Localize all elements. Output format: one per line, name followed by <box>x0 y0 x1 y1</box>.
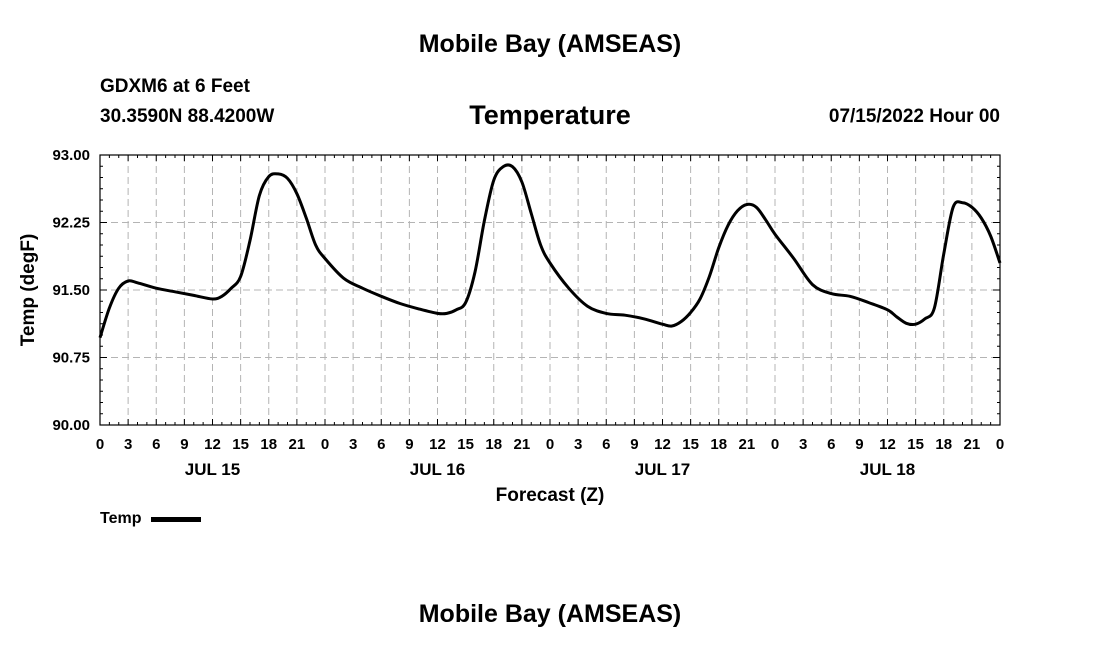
day-label: JUL 16 <box>410 460 465 479</box>
x-tick-label: 18 <box>935 436 952 453</box>
y-tick-label: 93.00 <box>52 147 90 164</box>
x-tick-label: 12 <box>879 436 896 453</box>
x-tick-label: 0 <box>321 436 329 453</box>
forecast-run-time: 07/15/2022 Hour 00 <box>828 106 1000 127</box>
x-tick-label: 12 <box>429 436 446 453</box>
legend-label: Temp <box>100 510 142 527</box>
x-tick-label: 3 <box>574 436 582 453</box>
x-tick-label: 18 <box>710 436 727 453</box>
x-tick-label: 3 <box>349 436 357 453</box>
chart-title: Temperature <box>469 100 631 130</box>
day-label: JUL 18 <box>860 460 915 479</box>
legend-swatch <box>151 516 202 522</box>
series-layer <box>98 163 1002 339</box>
x-tick-label: 21 <box>289 436 306 453</box>
x-tick-label: 0 <box>771 436 779 453</box>
x-tick-label: 9 <box>630 436 638 453</box>
station-label: GDXM6 at 6 Feet <box>100 76 250 97</box>
legend: Temp <box>100 510 202 528</box>
x-tick-label: 6 <box>377 436 385 453</box>
x-tick-label: 15 <box>457 436 474 453</box>
x-tick-label: 3 <box>124 436 132 453</box>
x-tick-label: 9 <box>855 436 863 453</box>
x-axis-title: Forecast (Z) <box>496 485 605 506</box>
axis-tick-labels: 0 3 6 9 12 15 18 21 0 3 6 9 12 15 18 21 0 3 6 9 12 15 18 21 0 3 6 9… <box>52 147 1004 479</box>
x-tick-label: 15 <box>907 436 924 453</box>
x-tick-label: 0 <box>996 436 1004 453</box>
x-tick-label: 6 <box>152 436 160 453</box>
x-tick-label: 21 <box>514 436 531 453</box>
x-tick-label: 12 <box>654 436 671 453</box>
day-label: JUL 17 <box>635 460 690 479</box>
x-tick-label: 9 <box>405 436 413 453</box>
y-tick-label: 92.25 <box>52 215 90 232</box>
x-tick-label: 21 <box>739 436 756 453</box>
temp-series-line <box>98 163 1002 339</box>
x-tick-label: 0 <box>546 436 554 453</box>
x-tick-label: 6 <box>602 436 610 453</box>
x-tick-label: 3 <box>799 436 807 453</box>
x-tick-label: 12 <box>204 436 221 453</box>
plot-frame <box>99 154 1001 426</box>
grid-lines <box>100 155 1000 425</box>
y-tick-label: 91.50 <box>52 282 90 299</box>
x-tick-label: 18 <box>485 436 502 453</box>
x-tick-label: 0 <box>96 436 104 453</box>
y-axis-title: Temp (degF) <box>18 234 39 347</box>
station-coordinates: 30.3590N 88.4200W <box>100 106 275 127</box>
day-label: JUL 15 <box>185 460 240 479</box>
x-tick-label: 15 <box>682 436 699 453</box>
page-title: Mobile Bay (AMSEAS) <box>418 30 682 58</box>
x-tick-label: 6 <box>827 436 835 453</box>
y-tick-label: 90.00 <box>52 417 90 434</box>
x-tick-label: 18 <box>260 436 277 453</box>
footer-title: Mobile Bay (AMSEAS) <box>418 600 682 628</box>
x-tick-label: 9 <box>180 436 188 453</box>
x-tick-label: 21 <box>964 436 981 453</box>
x-tick-label: 15 <box>232 436 249 453</box>
y-tick-label: 90.75 <box>52 350 90 367</box>
